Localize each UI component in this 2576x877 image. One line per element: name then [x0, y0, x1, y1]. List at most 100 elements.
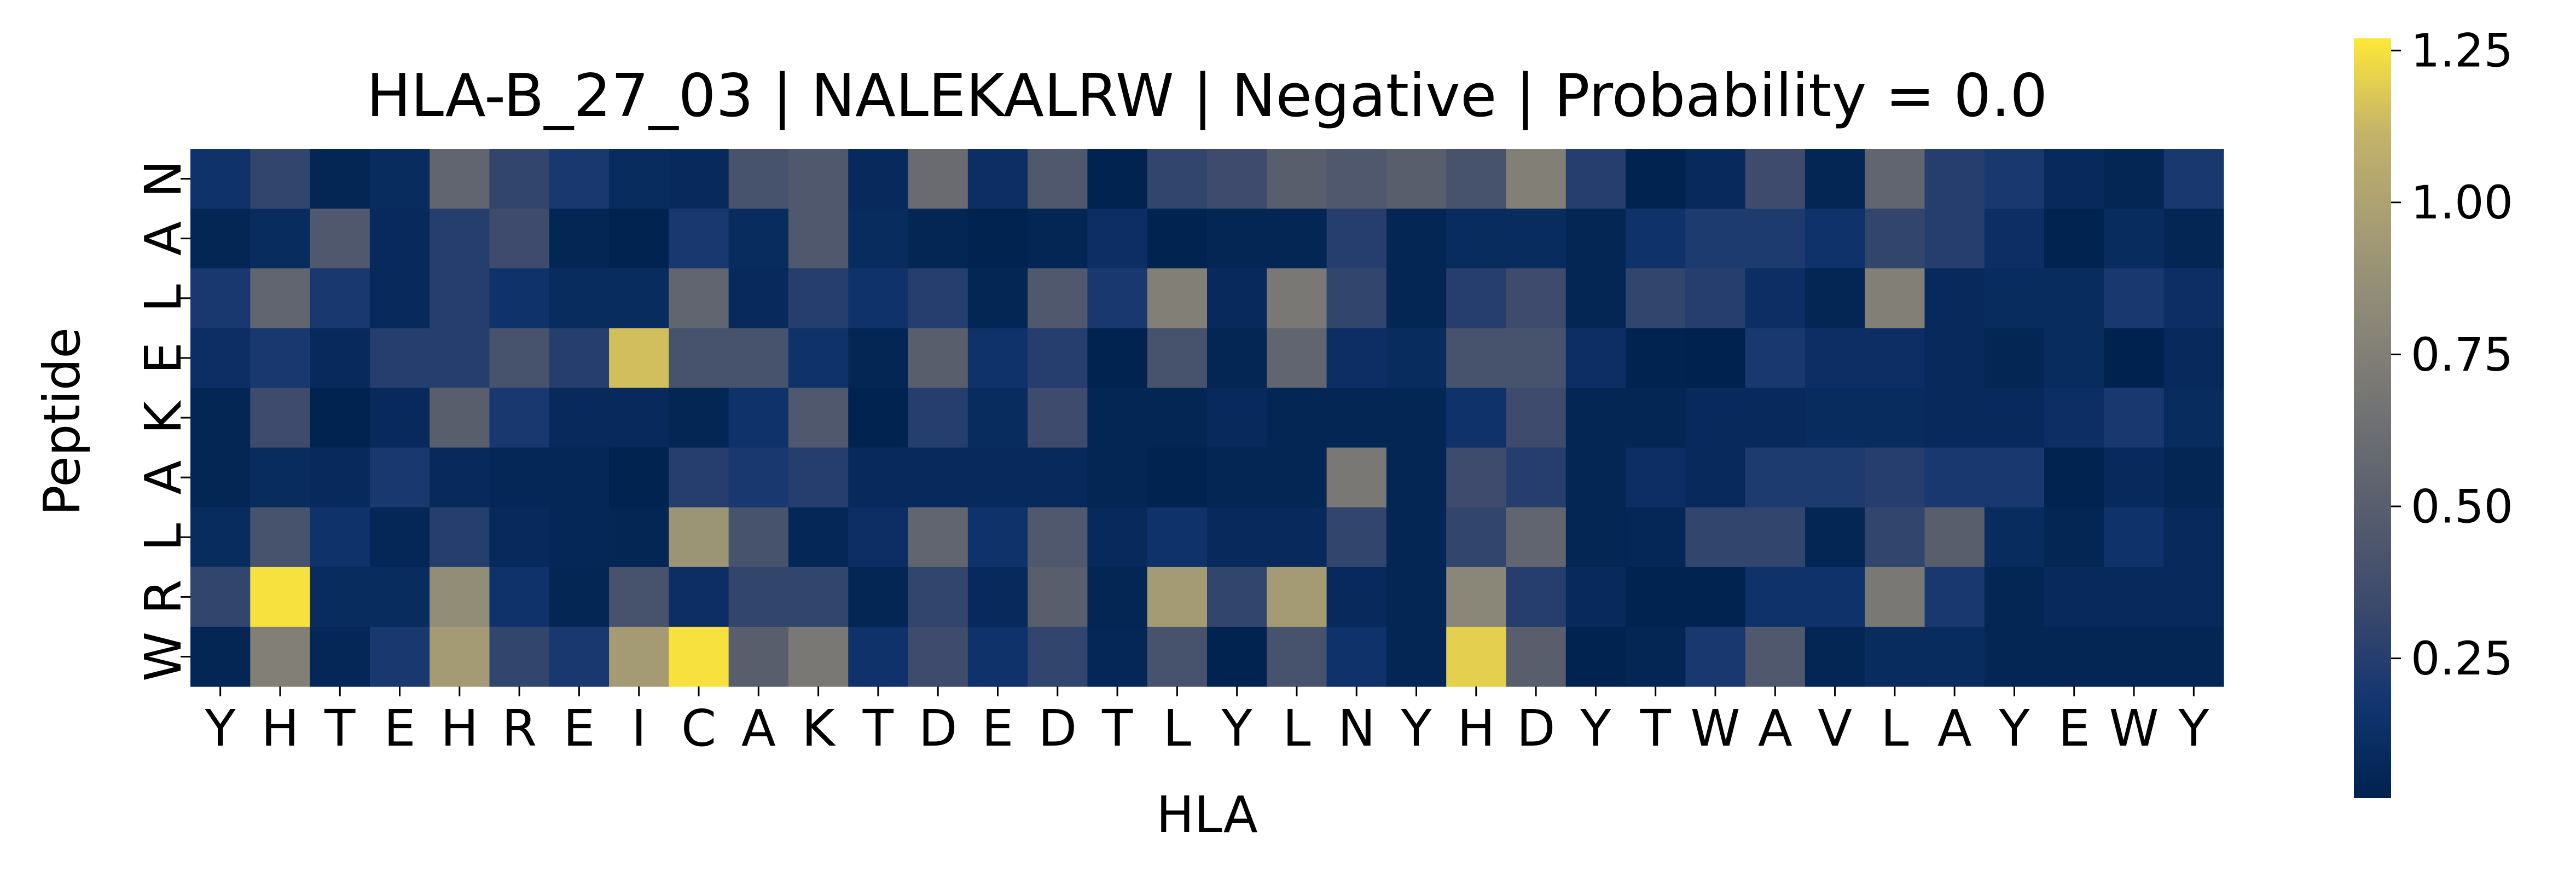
heatmap-cell: [669, 268, 729, 328]
heatmap-cell: [310, 447, 370, 508]
heatmap-cell: [1386, 209, 1447, 269]
heatmap-cell: [2163, 268, 2224, 328]
heatmap-cell: [1446, 447, 1507, 508]
x-tick-label: L: [1163, 699, 1191, 758]
heatmap-cell: [549, 268, 610, 328]
heatmap-cell: [908, 447, 968, 508]
heatmap-cell: [2104, 149, 2165, 209]
x-tick-label: H: [440, 699, 478, 758]
heatmap-cell: [549, 149, 610, 209]
heatmap-cell: [788, 447, 849, 508]
heatmap-cell: [1745, 328, 1806, 389]
heatmap-cell: [2044, 328, 2105, 389]
heatmap-cell: [1267, 507, 1327, 568]
heatmap-cell: [669, 149, 729, 209]
heatmap-cell: [1984, 507, 2045, 568]
heatmap-cell: [2044, 626, 2105, 687]
heatmap-cell: [190, 567, 251, 627]
heatmap-cell: [1924, 626, 1985, 687]
heatmap-cell: [2104, 388, 2165, 448]
heatmap-cell: [1565, 388, 1626, 448]
heatmap-cell: [1865, 328, 1925, 389]
heatmap-cell: [1506, 149, 1567, 209]
heatmap-cell: [1028, 447, 1088, 508]
heatmap-cell: [489, 626, 550, 687]
heatmap-cell: [1087, 567, 1148, 627]
heatmap-cell: [250, 149, 311, 209]
x-tick-label: T: [1640, 699, 1672, 758]
heatmap-cell: [1386, 268, 1447, 328]
heatmap-cell: [190, 388, 251, 448]
heatmap-cell: [2163, 626, 2224, 687]
heatmap-cell: [908, 567, 968, 627]
heatmap-cell: [1865, 388, 1925, 448]
heatmap-cell: [1028, 507, 1088, 568]
heatmap-cell: [1805, 447, 1865, 508]
heatmap-cell: [1207, 328, 1267, 389]
heatmap-cell: [1924, 268, 1985, 328]
x-tick-label: T: [324, 699, 356, 758]
x-tick-label: E: [982, 699, 1013, 758]
heatmap-cell: [1984, 626, 2045, 687]
heatmap-cell: [190, 328, 251, 389]
heatmap-cell: [609, 328, 669, 389]
heatmap-cell: [848, 447, 909, 508]
x-tick-label: I: [631, 699, 646, 758]
heatmap-cell: [788, 328, 849, 389]
y-tick-label: E: [134, 342, 193, 374]
heatmap-cell: [967, 149, 1028, 209]
heatmap-cell: [1565, 328, 1626, 389]
heatmap-cell: [190, 626, 251, 687]
heatmap-cell: [908, 268, 968, 328]
heatmap-cell: [1147, 268, 1208, 328]
heatmap-cell: [1028, 567, 1088, 627]
heatmap-cell: [1028, 209, 1088, 269]
heatmap-cell: [549, 567, 610, 627]
heatmap-cell: [549, 626, 610, 687]
x-tick-label: R: [502, 699, 537, 758]
heatmap-cell: [1626, 388, 1686, 448]
heatmap-cell: [190, 447, 251, 508]
heatmap-cell: [788, 507, 849, 568]
heatmap-cell: [1924, 507, 1985, 568]
heatmap-cell: [1386, 328, 1447, 389]
colorbar-gradient: [2354, 38, 2391, 798]
heatmap-cell: [1805, 149, 1865, 209]
heatmap-cell: [1865, 209, 1925, 269]
y-tick-label: R: [134, 579, 193, 614]
heatmap-cell: [1386, 626, 1447, 687]
heatmap-cell: [609, 209, 669, 269]
heatmap-cell: [1924, 328, 1985, 389]
heatmap-cell: [1147, 328, 1208, 389]
heatmap-cell: [1626, 209, 1686, 269]
heatmap-cell: [728, 447, 789, 508]
heatmap-cell: [669, 567, 729, 627]
heatmap-cell: [1506, 567, 1567, 627]
heatmap-cell: [1207, 626, 1267, 687]
heatmap-cell: [1626, 567, 1686, 627]
heatmap-cell: [728, 626, 789, 687]
heatmap-cell: [1745, 149, 1806, 209]
heatmap-cell: [310, 507, 370, 568]
heatmap-cell: [369, 268, 430, 328]
heatmap-cell: [1446, 507, 1507, 568]
x-tick-label: W: [1691, 699, 1740, 758]
heatmap-cell: [1147, 507, 1208, 568]
heatmap-cell: [369, 567, 430, 627]
x-tick-label: T: [862, 699, 894, 758]
heatmap-cell: [1685, 567, 1746, 627]
heatmap-cell: [609, 388, 669, 448]
heatmap-cell: [2163, 507, 2224, 568]
colorbar: 0.25 0.50 0.75 1.00 1.25: [2354, 24, 2513, 798]
heatmap-cell: [2163, 149, 2224, 209]
heatmap-cell: [1386, 388, 1447, 448]
heatmap-cell: [848, 388, 909, 448]
heatmap-cell: [2044, 149, 2105, 209]
y-tick-label: L: [134, 523, 193, 551]
heatmap-cell: [430, 149, 490, 209]
heatmap-cell: [848, 567, 909, 627]
heatmap-cell: [1685, 388, 1746, 448]
heatmap-cell: [1267, 447, 1327, 508]
heatmap-cell: [430, 209, 490, 269]
